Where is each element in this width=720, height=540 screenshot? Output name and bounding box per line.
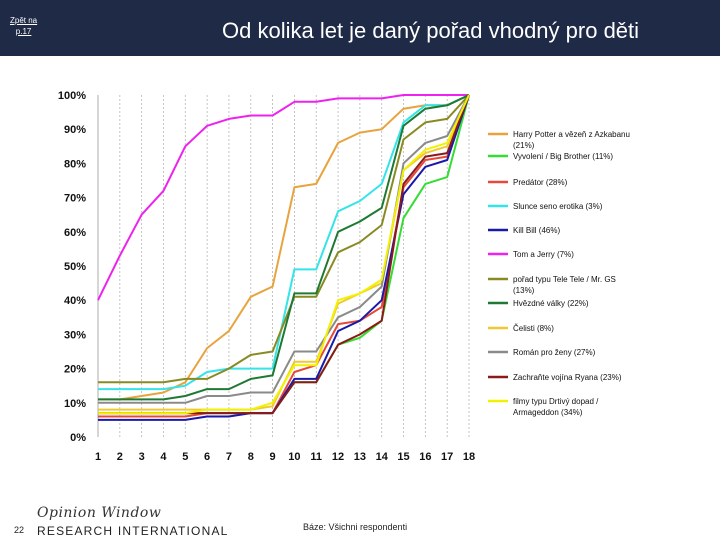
legend-label-1: Harry Potter a vězeň z Azkabanu (21%) — [513, 130, 630, 150]
x-tick-label: 4 — [160, 451, 167, 463]
y-tick-label: 0% — [70, 432, 86, 444]
legend-label-8: Hvězdné války (22%) — [513, 299, 589, 308]
legend-label-3: Predátor (28%) — [513, 178, 568, 187]
back-link-line1: Zpět na — [10, 16, 38, 25]
y-tick-label: 10% — [64, 398, 86, 410]
x-tick-label: 16 — [419, 451, 431, 463]
x-tick-label: 15 — [397, 451, 409, 463]
series-line-3 — [98, 94, 470, 418]
x-tick-label: 10 — [288, 451, 300, 463]
x-tick-label: 7 — [226, 451, 232, 463]
x-tick-label: 18 — [463, 451, 475, 463]
x-tick-label: 6 — [204, 451, 210, 463]
logo-script-text: Opinion Window — [37, 505, 162, 521]
legend-label-9: Čelisti (8%) — [513, 324, 554, 333]
y-tick-label: 20% — [64, 364, 86, 376]
legend-label-6: Tom a Jerry (7%) — [513, 250, 574, 259]
legend-label-7: pořad typu Tele Tele / Mr. GS (13%) — [513, 275, 616, 295]
series-line-6 — [97, 94, 469, 301]
y-tick-label: 70% — [64, 193, 86, 205]
legend-label-5: Kill Bill (46%) — [513, 226, 560, 235]
series-line-8 — [98, 94, 470, 401]
x-tick-label: 12 — [332, 451, 344, 463]
legend-label-12: filmy typu Drtivý dopad / Armageddon (34%… — [513, 397, 599, 417]
series-line-12 — [98, 94, 470, 415]
legend-label-10: Román pro ženy (27%) — [513, 348, 596, 357]
logo-main-text: RESEARCH INTERNATIONAL — [37, 524, 229, 538]
y-tick-label: 90% — [64, 124, 86, 136]
legend-label-2: Vyvolení / Big Brother (11%) — [513, 152, 613, 161]
y-tick-label: 60% — [64, 227, 86, 239]
series-line-1 — [98, 94, 470, 401]
x-tick-label: 11 — [310, 451, 322, 463]
y-tick-label: 30% — [64, 329, 86, 341]
x-tick-label: 14 — [376, 451, 389, 463]
x-tick-label: 2 — [117, 451, 123, 463]
page-number: 22 — [14, 525, 25, 535]
base-note: Báze: Všichni respondenti — [303, 522, 408, 532]
x-tick-label: 17 — [441, 451, 453, 463]
legend-label-11: Zachraňte vojína Ryana (23%) — [513, 373, 622, 382]
y-tick-label: 80% — [64, 158, 86, 170]
x-tick-label: 1 — [95, 451, 101, 463]
x-tick-label: 8 — [248, 451, 254, 463]
legend-label-4: Slunce seno erotika (3%) — [513, 202, 603, 211]
series-line-11 — [98, 94, 470, 415]
y-tick-label: 50% — [64, 261, 86, 273]
y-tick-label: 40% — [64, 295, 86, 307]
series-line-9 — [98, 94, 470, 411]
y-tick-label: 100% — [58, 90, 86, 102]
series-line-2 — [98, 94, 470, 415]
back-link-line2: p.17 — [15, 27, 32, 36]
header-bar: Zpět na p.17 Od kolika let je daný pořad… — [0, 0, 720, 56]
series-line-7 — [98, 94, 470, 384]
x-tick-label: 5 — [182, 451, 188, 463]
x-tick-label: 9 — [270, 451, 276, 463]
series-line-4 — [98, 94, 470, 391]
back-link[interactable]: Zpět na p.17 — [10, 15, 37, 37]
x-tick-label: 3 — [139, 451, 145, 463]
slide-title: Od kolika let je daný pořad vhodný pro d… — [222, 18, 640, 43]
x-tick-label: 13 — [354, 451, 366, 463]
series-line-10 — [98, 94, 470, 404]
